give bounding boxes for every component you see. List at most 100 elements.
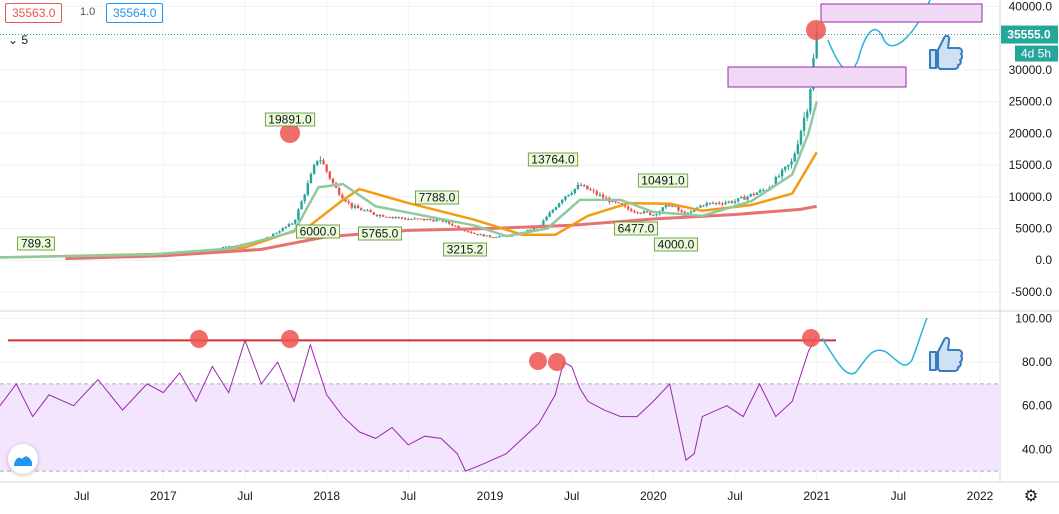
candle-down [344, 198, 347, 202]
rsi-tick-label: 40.00 [1022, 442, 1052, 456]
candle-up [809, 89, 812, 112]
candle-down [416, 218, 419, 220]
candle-up [573, 188, 577, 194]
rsi-band [0, 383, 1000, 472]
candle-up [692, 209, 696, 212]
candle-down [743, 196, 746, 200]
time-tick-label: Jul [727, 489, 742, 503]
price-annotation-label: 4000.0 [658, 238, 695, 252]
candle-up [319, 160, 322, 162]
candle-down [432, 219, 435, 222]
candle-up [306, 183, 310, 195]
candle-down [718, 202, 721, 204]
price-annotation-box [614, 221, 659, 236]
peak-marker [280, 123, 300, 143]
candle-up [570, 193, 573, 195]
candle-down [636, 211, 639, 213]
candle-down [601, 194, 605, 198]
candle-up [309, 173, 313, 184]
candle-up [802, 117, 806, 131]
candle-down [648, 212, 652, 216]
tradingview-logo-icon[interactable] [8, 444, 38, 474]
candle-down [476, 233, 479, 235]
candle-down [730, 201, 734, 203]
candle-down [394, 217, 397, 219]
candle-up [224, 246, 228, 248]
candle-down [752, 193, 756, 195]
candle-down [639, 212, 642, 214]
candle-up [774, 177, 778, 186]
price-annotation-label: 10491.0 [641, 174, 685, 188]
candle-down [341, 194, 344, 199]
price-tick-label: 5000.0 [1015, 221, 1052, 235]
candle-down [457, 225, 460, 229]
candle-up [780, 169, 784, 177]
candle-down [410, 219, 413, 221]
candle-up [495, 237, 498, 239]
time-tick-label: Jul [564, 489, 579, 503]
rsi-line [0, 335, 818, 472]
candle-up [564, 196, 567, 200]
candle-down [422, 218, 426, 221]
candle-down [372, 212, 375, 215]
candle-down [482, 234, 485, 237]
price-annotation-box [527, 152, 579, 167]
candle-down [469, 231, 473, 234]
time-tick-label: 2021 [803, 489, 830, 503]
candle-up [435, 219, 438, 222]
interval-indicator[interactable]: ⌄ 5 [8, 33, 28, 47]
candle-down [403, 218, 407, 220]
rsi-peak-marker [802, 329, 820, 347]
candle-down [331, 178, 335, 184]
candle-down [447, 221, 451, 224]
ask-price-button[interactable]: 35564.0 [106, 3, 164, 23]
candle-up [444, 221, 448, 223]
candle-up [532, 227, 536, 230]
candle-up [664, 204, 668, 208]
candle-down [589, 189, 592, 191]
rsi-tick-label: 100.00 [1015, 312, 1052, 326]
price-annotation-box [17, 236, 55, 251]
candle-down [388, 217, 391, 219]
candle-up [281, 228, 284, 232]
candle-up [278, 231, 281, 233]
price-tick-label: 30000.0 [1009, 63, 1053, 77]
candles-group [0, 23, 818, 259]
candle-up [740, 196, 743, 199]
price-annotation-label: 5765.0 [362, 227, 399, 241]
candle-up [407, 219, 410, 221]
candle-down [375, 214, 379, 217]
candle-down [605, 197, 608, 199]
candle-down [466, 231, 470, 233]
candle-down [473, 233, 476, 235]
candle-down [677, 206, 680, 211]
bid-price-button[interactable]: 35563.0 [5, 3, 63, 23]
candle-down [488, 235, 492, 238]
rsi-peak-marker [190, 330, 208, 348]
price-tick-label: 15000.0 [1009, 158, 1053, 172]
candle-up [425, 219, 429, 221]
price-annotation-label: 6000.0 [300, 225, 337, 239]
candle-up [548, 212, 551, 217]
candle-up [758, 190, 762, 193]
candle-up [498, 236, 501, 238]
chevron-down-icon: ⌄ [8, 33, 19, 47]
candle-up [689, 211, 693, 214]
price-tick-label: 40000.0 [1009, 0, 1053, 13]
candle-down [579, 184, 583, 186]
candle-up [391, 217, 394, 219]
candle-down [623, 205, 627, 207]
candle-up [290, 223, 294, 225]
last-price-value: 35555.0 [1007, 28, 1051, 42]
candle-down [400, 217, 404, 219]
candle-up [749, 193, 752, 197]
rsi-projection-curve [821, 317, 928, 375]
candle-up [652, 214, 655, 216]
candle-up [655, 214, 658, 216]
candle-down [322, 160, 325, 165]
gear-icon[interactable]: ⚙ [1024, 486, 1038, 505]
candle-up [699, 205, 702, 208]
candle-up [554, 207, 558, 210]
